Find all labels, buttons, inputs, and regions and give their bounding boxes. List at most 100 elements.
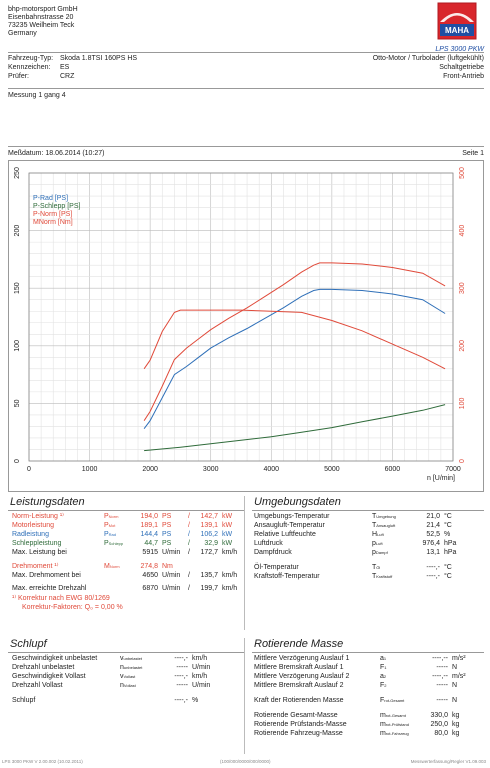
row-unit: N <box>452 697 458 704</box>
y-right-tick-label: 200 <box>459 340 466 352</box>
vehicle-info: Fahrzeug-Typ: Skoda 1.8TSI 160PS HS Kenn… <box>8 55 484 85</box>
row-symbol: mrot-Fahrzeug <box>380 730 409 737</box>
row-unit: km/h <box>192 655 208 662</box>
row-label: Geschwindigkeit Vollast <box>12 673 86 680</box>
footer-right: Messwerterfassung/Regler V1.09.003 <box>410 759 486 764</box>
row-symbol: mrot-Gesamt <box>380 712 406 719</box>
row-value: 21,0 <box>426 513 440 520</box>
row-sep: / <box>188 585 190 592</box>
drive-type: Front-Antrieb <box>443 73 484 80</box>
leistung-section: Leistungsdaten Norm-Leistung ¹⁾ PNorm 19… <box>8 496 245 630</box>
x-tick-label: 7000 <box>445 466 461 473</box>
tester-label: Prüfer: <box>8 73 30 80</box>
row-unit-2: km/h <box>222 572 238 579</box>
row-unit: N <box>452 664 458 671</box>
rotierende-rows: Mittlere Verzögerung Auslauf 1 a1 ----,-… <box>254 655 484 751</box>
row-label: Relative Luftfeuchte <box>254 531 316 538</box>
row-label: Kraft der Rotierenden Masse <box>254 697 344 704</box>
row-label: Norm-Leistung ¹⁾ <box>12 513 64 520</box>
row-label: Luftdruck <box>254 540 283 547</box>
row-value: ----- <box>176 682 188 689</box>
x-tick-label: 0 <box>27 466 31 473</box>
y-left-tick-label: 50 <box>14 399 21 407</box>
row-unit: U/min <box>192 664 211 671</box>
x-tick-label: 4000 <box>263 466 279 473</box>
row-unit: U/min <box>192 682 211 689</box>
rotierende-section: Rotierende Masse Mittlere Verzögerung Au… <box>252 638 484 754</box>
y-right-tick-label: 500 <box>459 167 466 179</box>
row-symbol: mrot-Prüfstand <box>380 721 409 728</box>
company-country: Germany <box>8 30 37 37</box>
umgebung-title: Umgebungsdaten <box>254 496 341 508</box>
chart-container: 0 1000 2000 3000 4000 5000 6000 7000 n [U/min] 0 5… <box>8 160 484 492</box>
row-symbol: vunbelastet <box>120 655 142 662</box>
row-unit-2: kW <box>222 513 233 520</box>
row-label: Mittlere Bremskraft Auslauf 1 <box>254 664 344 671</box>
row-symbol: PSchlepp <box>104 540 124 547</box>
row-symbol: vVollast <box>120 673 136 680</box>
x-tick-label: 3000 <box>203 466 219 473</box>
row-label: Drehzahl Vollast <box>12 682 63 689</box>
y-left-tick-label: 100 <box>14 340 21 352</box>
row-sep: / <box>188 522 190 529</box>
row-symbol: TÖl <box>372 564 381 571</box>
row-value: 52,5 <box>426 531 440 538</box>
company-street: Eisenbahnstrasse 20 <box>8 14 74 21</box>
row-value-1: 144,4 <box>140 531 158 538</box>
row-value: ----- <box>436 697 448 704</box>
row-unit-1: U/min <box>162 585 181 592</box>
x-tick-label: 2000 <box>142 466 158 473</box>
m-norm-line <box>143 309 446 370</box>
rotierende-title: Rotierende Masse <box>254 638 344 650</box>
x-tick-label: 5000 <box>324 466 340 473</box>
maha-logo: MAHA LPS 3000 PKW <box>430 2 484 53</box>
row-unit: % <box>192 697 199 704</box>
row-unit: kg <box>452 721 460 728</box>
leistung-title: Leistungsdaten <box>10 496 85 508</box>
leistung-rows: Norm-Leistung ¹⁾ PNorm 194,0 PS / 142,7 … <box>12 513 244 629</box>
row-value: 976,4 <box>422 540 440 547</box>
row-value: ----,- <box>174 697 188 704</box>
row-value: ----,- <box>174 673 188 680</box>
row-label: Rotierende Fahrzeug-Masse <box>254 730 343 737</box>
row-symbol: PNorm <box>104 513 119 520</box>
engine-type: Otto-Motor / Turbolader (luftgekühlt) <box>372 55 484 62</box>
row-value-1: 194,0 <box>140 513 158 520</box>
type-label: Fahrzeug-Typ: <box>8 55 54 62</box>
x-tick-label: 1000 <box>82 466 98 473</box>
row-value: ----- <box>436 664 448 671</box>
row-symbol: a1 <box>380 655 387 662</box>
legend-item-pschlepp: P-Schlepp [PS] <box>33 203 81 210</box>
row-label: Max. erreichte Drehzahl <box>12 585 87 592</box>
row-symbol: pDampf <box>372 549 388 556</box>
row-label: Radleistung <box>12 531 49 538</box>
row-value: ----,- <box>426 573 440 580</box>
row-symbol: Frot-Gesamt <box>380 697 405 704</box>
row-label: Kraftstoff-Temperatur <box>254 573 320 580</box>
row-symbol: nVollast <box>120 682 136 689</box>
row-label: Drehzahl unbelastet <box>12 664 75 671</box>
p-schlepp-line <box>144 404 446 452</box>
product-label: LPS 3000 PKW <box>435 46 484 53</box>
row-unit-1: U/min <box>162 572 181 579</box>
y-right-tick-label: 400 <box>459 225 466 237</box>
row-value-1: 189,1 <box>140 522 158 529</box>
row-unit: hPa <box>444 540 457 547</box>
row-unit-1: PS <box>162 522 172 529</box>
row-value-1: 6870 <box>142 585 158 592</box>
row-label: Mittlere Verzögerung Auslauf 1 <box>254 655 350 662</box>
row-label: Max. Drehmoment bei <box>12 572 81 579</box>
row-value: ----,- <box>174 655 188 662</box>
row-label: Motorleistung <box>12 522 55 529</box>
row-unit-2: km/h <box>222 585 238 592</box>
company-city: 73235 Weilheim Teck <box>8 22 75 29</box>
y-left-tick-label: 0 <box>14 459 21 463</box>
row-unit-2: kW <box>222 522 233 529</box>
row-symbol: MNorm <box>104 563 120 570</box>
row-unit: hPa <box>444 549 457 556</box>
measurement-title: Messung 1 gang 4 <box>8 92 66 99</box>
y-right-tick-label: 300 <box>459 282 466 294</box>
schlupf-section: Schlupf Geschwindigkeit unbelastet vunbe… <box>8 638 245 754</box>
footer-left: LPS 3000 PKW V 2.00.002 (10.02.2011) <box>2 759 83 764</box>
